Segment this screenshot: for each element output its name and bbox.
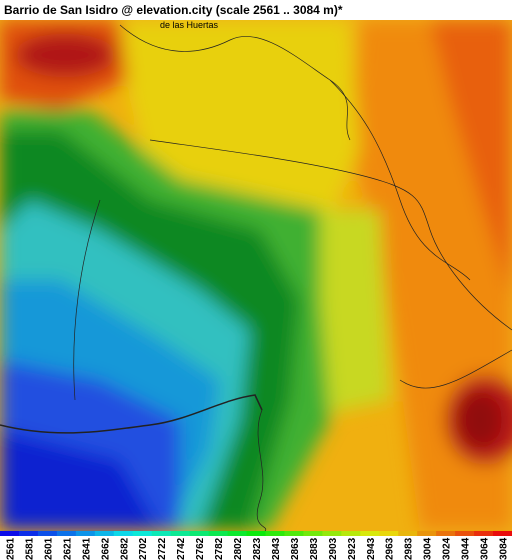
legend-label: 2843 xyxy=(271,537,282,560)
legend-swatch xyxy=(37,531,58,536)
legend-swatch xyxy=(56,531,77,536)
legend-label: 2883 xyxy=(309,537,320,560)
legend-label: 2641 xyxy=(81,537,92,560)
legend-swatch xyxy=(474,531,494,536)
legend-label: 2823 xyxy=(252,537,263,560)
legend-swatch xyxy=(398,531,418,536)
legend-label: 2863 xyxy=(290,537,301,560)
place-label: de las Huertas xyxy=(160,20,219,30)
legend-label: 2782 xyxy=(214,537,225,560)
legend-label: 2682 xyxy=(119,537,130,560)
legend-swatch xyxy=(189,531,210,536)
legend-label: 2601 xyxy=(43,537,54,560)
road xyxy=(119,24,351,141)
legend-label: 2762 xyxy=(195,537,206,560)
legend-label: 3044 xyxy=(461,537,472,560)
legend-swatch xyxy=(132,531,153,536)
elevation-map: de las Huertas xyxy=(0,20,512,531)
legend-label: 3024 xyxy=(442,537,453,560)
legend-label: 3004 xyxy=(423,537,434,560)
legend-swatch xyxy=(493,531,512,536)
legend-swatch xyxy=(379,531,399,536)
legend-label: 2702 xyxy=(138,537,149,560)
legend-swatch xyxy=(0,531,20,536)
road xyxy=(0,394,263,434)
legend-label: 2662 xyxy=(100,537,111,560)
legend-swatch xyxy=(227,531,248,536)
road xyxy=(256,409,267,531)
legend-swatch xyxy=(322,531,342,536)
legend-swatch xyxy=(265,531,285,536)
legend-label: 2923 xyxy=(347,537,358,560)
legend-label: 3064 xyxy=(480,537,491,560)
legend-label: 2722 xyxy=(157,537,168,560)
legend-label: 2621 xyxy=(62,537,73,560)
legend-label: 2581 xyxy=(24,537,35,560)
legend-swatch xyxy=(341,531,361,536)
road xyxy=(149,139,512,331)
road xyxy=(73,199,101,401)
legend-swatch xyxy=(151,531,172,536)
legend-swatch xyxy=(284,531,304,536)
legend-label: 3084 xyxy=(499,537,510,560)
legend-label: 2943 xyxy=(366,537,377,560)
legend-swatch xyxy=(246,531,266,536)
road xyxy=(329,79,471,281)
legend: 2561 2581 2601 2621 2641 2662 2682 2702 2722 2742… xyxy=(0,531,512,560)
road xyxy=(399,349,512,389)
legend-label: 2802 xyxy=(233,537,244,560)
legend-label: 2903 xyxy=(328,537,339,560)
legend-swatch xyxy=(303,531,323,536)
legend-swatch xyxy=(113,531,134,536)
legend-swatch xyxy=(94,531,115,536)
legend-label: 2983 xyxy=(404,537,415,560)
legend-swatch xyxy=(18,531,39,536)
legend-swatch xyxy=(417,531,437,536)
legend-swatch xyxy=(75,531,96,536)
legend-label: 2561 xyxy=(5,537,16,560)
legend-swatch xyxy=(455,531,475,536)
legend-label: 2963 xyxy=(385,537,396,560)
legend-swatch xyxy=(436,531,456,536)
legend-swatch xyxy=(360,531,380,536)
legend-swatch xyxy=(208,531,229,536)
title: Barrio de San Isidro @ elevation.city (s… xyxy=(4,3,343,17)
legend-label: 2742 xyxy=(176,537,187,560)
legend-swatch xyxy=(170,531,191,536)
